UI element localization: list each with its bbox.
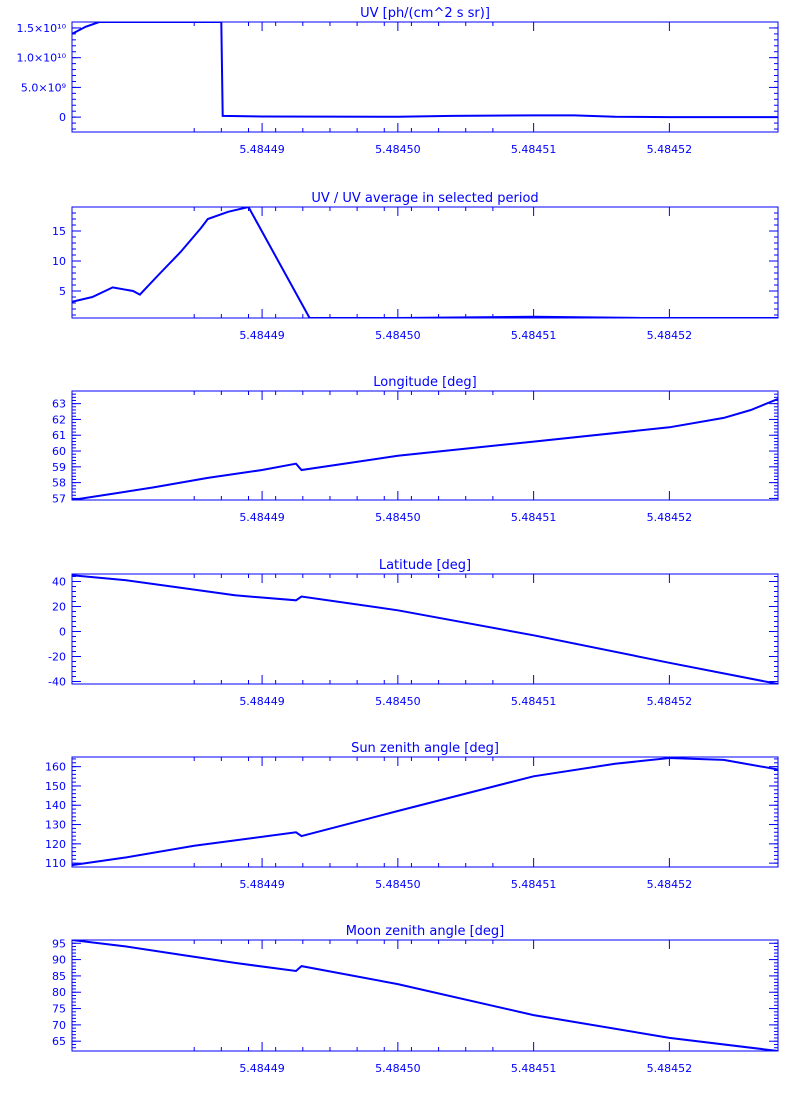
chart-title: Longitude [deg] [373, 375, 476, 390]
y-tick-label: 59 [52, 461, 66, 474]
x-tick-label: 5.48451 [511, 1062, 557, 1075]
y-tick-label: -20 [48, 651, 66, 664]
y-tick-label: 75 [52, 1003, 66, 1016]
y-tick-label: 110 [45, 857, 66, 870]
series-line [72, 207, 778, 318]
y-tick-label: 5.0×10⁹ [21, 81, 66, 94]
y-tick-label: 95 [52, 937, 66, 950]
plot-frame [71, 756, 779, 868]
plot-frame [71, 206, 779, 319]
x-tick-label: 5.48450 [375, 1062, 421, 1075]
x-tick-label: 5.48451 [511, 329, 557, 342]
y-tick-label: 130 [45, 819, 66, 832]
x-tick-label: 5.48449 [239, 1062, 285, 1075]
y-tick-label: 140 [45, 799, 66, 812]
x-tick-label: 5.48451 [511, 695, 557, 708]
y-tick-label: 15 [52, 225, 66, 238]
x-tick-label: 5.48450 [375, 695, 421, 708]
y-tick-label: 90 [52, 954, 66, 967]
chart-panel-2: UV / UV average in selected period 5.4844… [52, 191, 779, 342]
chart-panel-4: Latitude [deg] 5.48449 5.48450 5.48451 5.484… [48, 558, 779, 708]
chart-title: UV [ph/(cm^2 s sr)] [360, 6, 490, 21]
series-line [72, 397, 778, 500]
y-tick-label: 0 [59, 626, 66, 639]
chart-panel-5: Sun zenith angle [deg] 5.48449 5.48450 5.48… [45, 741, 779, 891]
x-tick-label: 5.48450 [375, 878, 421, 891]
y-tick-label: 1.0×10¹⁰ [16, 52, 66, 65]
y-tick-label: 61 [52, 429, 66, 442]
chart-title: Latitude [deg] [379, 558, 471, 573]
x-tick-label: 5.48449 [239, 878, 285, 891]
x-tick-label: 5.48452 [647, 695, 693, 708]
plot-frame [71, 390, 779, 501]
x-tick-label: 5.48451 [511, 143, 557, 156]
y-tick-label: 120 [45, 838, 66, 851]
chart-title: Moon zenith angle [deg] [346, 924, 504, 939]
y-tick-label: 63 [52, 398, 66, 411]
y-tick-label: 5 [59, 285, 66, 298]
chart-panel-1: UV [ph/(cm^2 s sr)] 5.48449 5.48450 5.48451… [16, 6, 779, 156]
y-tick-label: 0 [59, 111, 66, 124]
y-tick-label: 40 [52, 576, 66, 589]
series-line [72, 574, 778, 684]
y-tick-label: 10 [52, 255, 66, 268]
x-tick-label: 5.48449 [239, 695, 285, 708]
x-tick-label: 5.48452 [647, 511, 693, 524]
y-tick-label: 70 [52, 1019, 66, 1032]
y-tick-label: 58 [52, 477, 66, 490]
plot-frame [71, 939, 779, 1052]
y-tick-label: 80 [52, 986, 66, 999]
y-tick-label: -40 [48, 676, 66, 689]
y-tick-label: 65 [52, 1035, 66, 1048]
x-tick-label: 5.48450 [375, 143, 421, 156]
plot-frame [71, 21, 779, 133]
series-line [72, 22, 778, 119]
y-tick-label: 60 [52, 445, 66, 458]
x-tick-label: 5.48450 [375, 329, 421, 342]
x-tick-label: 5.48452 [647, 143, 693, 156]
x-tick-label: 5.48451 [511, 878, 557, 891]
x-tick-label: 5.48449 [239, 143, 285, 156]
chart-panel-6: Moon zenith angle [deg] 5.48449 5.48450 5.4… [52, 924, 779, 1075]
y-tick-label: 20 [52, 601, 66, 614]
x-tick-label: 5.48452 [647, 878, 693, 891]
series-line [72, 940, 778, 1051]
x-tick-label: 5.48451 [511, 511, 557, 524]
x-tick-label: 5.48450 [375, 511, 421, 524]
chart-title: Sun zenith angle [deg] [351, 741, 499, 756]
y-tick-label: 57 [52, 492, 66, 505]
x-tick-label: 5.48449 [239, 329, 285, 342]
y-tick-label: 150 [45, 780, 66, 793]
y-tick-label: 1.5×10¹⁰ [16, 22, 66, 35]
y-tick-label: 62 [52, 413, 66, 426]
x-tick-label: 5.48452 [647, 1062, 693, 1075]
series-line [72, 757, 778, 867]
chart-title: UV / UV average in selected period [311, 191, 538, 206]
y-tick-label: 85 [52, 970, 66, 983]
y-tick-label: 160 [45, 761, 66, 774]
chart-panel-3: Longitude [deg] 5.48449 5.48450 5.48451 5.48… [52, 375, 779, 524]
x-tick-label: 5.48449 [239, 511, 285, 524]
x-tick-label: 5.48452 [647, 329, 693, 342]
plot-frame [71, 573, 779, 685]
